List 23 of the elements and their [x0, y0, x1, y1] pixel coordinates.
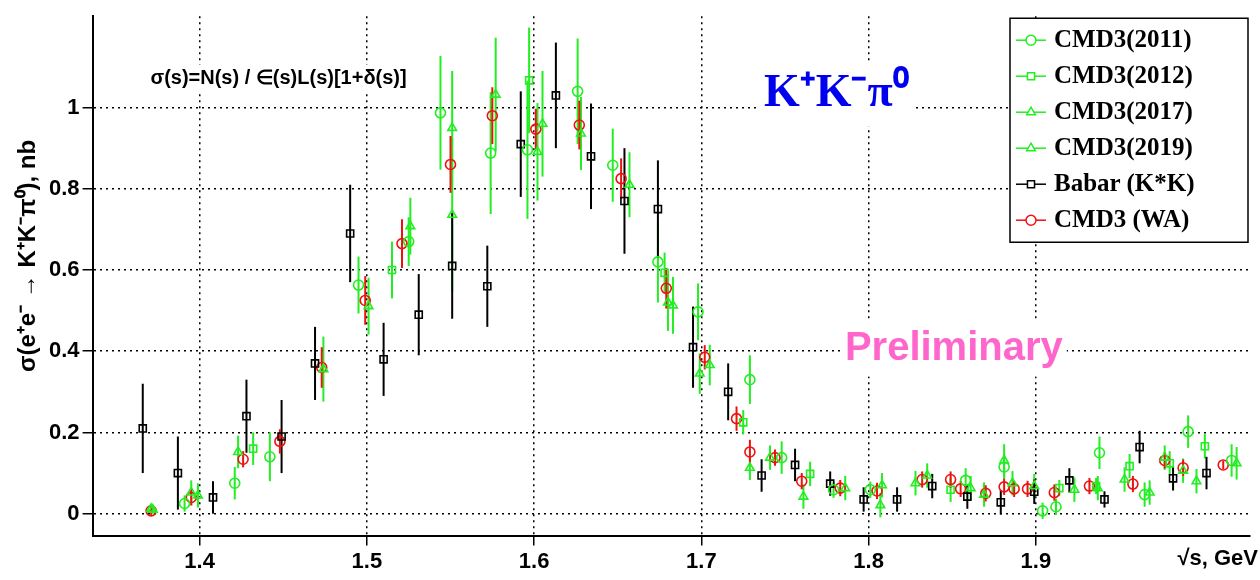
x-tick-label: 1.8 — [853, 547, 884, 573]
x-tick-label: 1.5 — [351, 547, 383, 573]
annotation: Preliminary — [844, 323, 1064, 368]
x-tick-label: 1.9 — [1020, 547, 1052, 573]
legend-label: CMD3(2011) — [1054, 24, 1192, 53]
annotation: K⁺K⁻π⁰ — [763, 65, 909, 116]
y-tick-label: 0.6 — [48, 256, 80, 282]
x-tick-label: 1.7 — [686, 547, 717, 573]
annotation: σ(s)=N(s) / ∈(s)L(s)[1+δ(s)] — [150, 66, 407, 89]
y-axis-title: σ(e⁺e⁻ → K⁺K⁻π⁰), nb — [12, 139, 40, 372]
y-tick-label: 0.8 — [48, 174, 80, 200]
legend-label: CMD3 (WA) — [1054, 204, 1190, 233]
y-tick-label: 0.2 — [48, 418, 80, 444]
legend-label: CMD3(2019) — [1054, 132, 1193, 161]
y-tick-label: 0.4 — [48, 337, 81, 363]
y-tick-label: 1 — [67, 93, 80, 119]
x-tick-label: 1.6 — [518, 547, 550, 573]
x-axis-title: √s, GeV — [1177, 544, 1259, 570]
y-tick-label: 0 — [67, 499, 80, 525]
legend-label: CMD3(2017) — [1054, 96, 1193, 125]
legend-label: Babar (K*K) — [1054, 168, 1195, 197]
x-tick-label: 1.4 — [184, 547, 216, 573]
legend-label: CMD3(2012) — [1054, 60, 1193, 89]
